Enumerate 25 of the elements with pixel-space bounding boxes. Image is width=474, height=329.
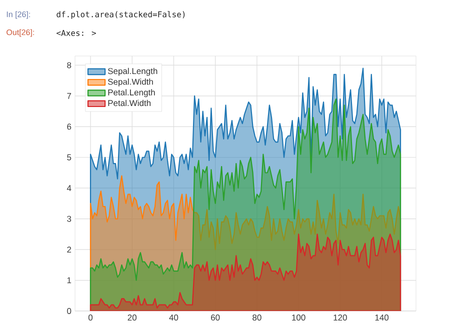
- x-tick-label: 140: [375, 314, 389, 321]
- text: <Axes: >: [56, 30, 96, 36]
- text: df.plot.area(stacked=False): [56, 11, 185, 19]
- y-tick-label: 5: [67, 154, 72, 160]
- y-tick-label: 7: [67, 93, 72, 99]
- text: In [26]:: [6, 11, 30, 19]
- x-tick-label: 80: [252, 314, 262, 321]
- legend-label: Petal.Width: [108, 100, 151, 106]
- x-tick-label: 100: [292, 314, 306, 321]
- legend-label: Sepal.Width: [108, 78, 153, 86]
- y-tick-label: 4: [66, 185, 72, 192]
- y-tick-label: 3: [67, 216, 72, 222]
- legend-label: Petal.Length: [108, 89, 155, 98]
- y-tick-label: 1: [67, 277, 72, 284]
- x-tick-label: 60: [211, 314, 220, 321]
- x-tick-label: 0: [88, 314, 93, 321]
- x-tick-label: 20: [128, 314, 137, 321]
- y-tick-label: 2: [67, 246, 72, 253]
- y-tick-label: 0: [67, 308, 72, 314]
- x-tick-label: 120: [334, 314, 347, 321]
- x-tick-label: 40: [169, 314, 178, 321]
- legend-label: Sepal.Length: [108, 68, 158, 76]
- y-tick-label: 8: [67, 62, 72, 68]
- text: Out[26]:: [6, 29, 34, 37]
- y-tick-label: 6: [67, 124, 72, 130]
